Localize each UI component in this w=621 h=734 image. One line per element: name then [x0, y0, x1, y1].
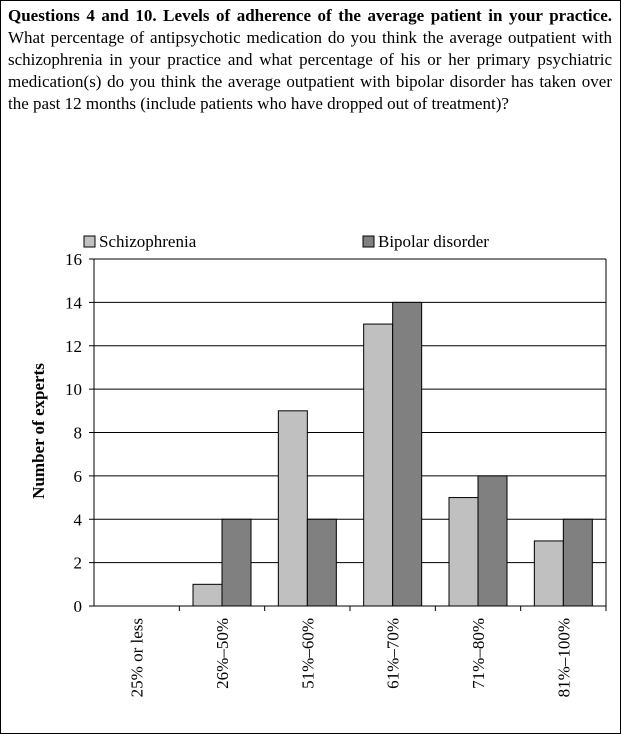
x-tick-label: 26%–50% [213, 618, 232, 689]
bar [562, 518, 593, 607]
chart-subtitle: What percentage of antipsychotic medicat… [8, 28, 612, 113]
bar [277, 410, 308, 607]
y-tick-label: 10 [65, 380, 82, 399]
description: Questions 4 and 10. Levels of adherence … [8, 5, 612, 115]
bar [477, 475, 508, 607]
bar [192, 583, 223, 607]
bar [448, 497, 479, 607]
legend-label: Bipolar disorder [378, 232, 489, 251]
legend-label: Schizophrenia [99, 232, 197, 251]
x-tick-label: 81%–100% [554, 618, 573, 697]
chart-title: Questions 4 and 10. Levels of adherence … [8, 6, 612, 25]
y-tick-label: 4 [74, 510, 83, 529]
bar [306, 518, 337, 607]
y-tick-label: 12 [65, 337, 82, 356]
x-tick-label: 71%–80% [469, 618, 488, 689]
bar [363, 323, 394, 607]
y-tick-label: 8 [74, 424, 83, 443]
x-tick-label: 61%–70% [384, 618, 403, 689]
x-tick-label: 51%–60% [298, 618, 317, 689]
y-tick-label: 16 [65, 250, 82, 269]
y-tick-label: 2 [74, 554, 83, 573]
y-tick-label: 6 [74, 467, 83, 486]
bar [533, 540, 564, 607]
legend-swatch [362, 235, 375, 248]
bar [221, 518, 252, 607]
bar [392, 301, 423, 607]
legend-swatch [83, 235, 96, 248]
y-tick-label: 14 [65, 293, 83, 312]
y-axis-label: Number of experts [29, 363, 48, 499]
x-tick-label: 25% or less [128, 618, 147, 697]
y-tick-label: 0 [74, 597, 83, 616]
